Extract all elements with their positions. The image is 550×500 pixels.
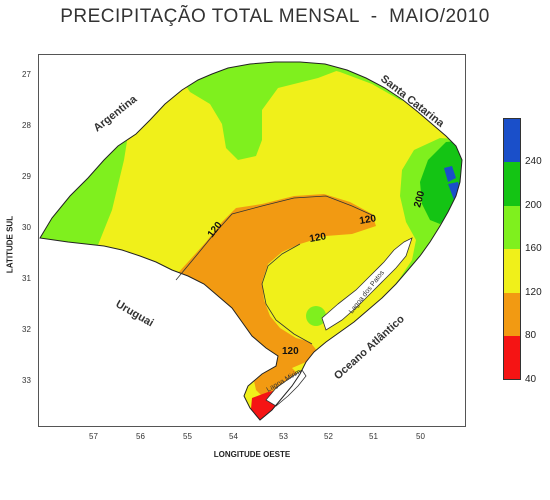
zone-240-north <box>444 166 456 182</box>
x-tick-57: 57 <box>89 432 98 441</box>
legend-label-240: 240 <box>525 156 542 167</box>
y-tick-27: 27 <box>22 70 31 79</box>
lagoa-mirim <box>265 369 307 407</box>
legend-label-120: 120 <box>525 287 542 298</box>
x-axis-label: LONGITUDE OESTE <box>213 450 291 459</box>
legend-swatch-80-120 <box>504 249 520 293</box>
contour-120-north <box>175 195 375 281</box>
legend-swatch-200-240 <box>504 119 520 162</box>
x-tick-54: 54 <box>229 432 238 441</box>
legend-label-160: 160 <box>525 243 542 254</box>
zone-160-200-spot <box>306 306 326 326</box>
legend-label-200: 200 <box>525 200 542 211</box>
zone-160-200-north <box>182 62 360 160</box>
legend-label-80: 80 <box>525 330 537 341</box>
y-tick-28: 28 <box>22 121 31 130</box>
label-argentina: Argentina <box>91 93 140 135</box>
x-tick-53: 53 <box>279 432 288 441</box>
x-tick-52: 52 <box>324 432 333 441</box>
contour-label-120-east: 120 <box>359 213 378 227</box>
legend-label-40: 40 <box>525 374 537 385</box>
y-tick-33: 33 <box>22 376 31 385</box>
map-title: PRECIPITAÇÃO TOTAL MENSAL - MAIO/2010 <box>60 6 490 27</box>
zone-80-120 <box>168 194 376 404</box>
contour-label-200: 200 <box>412 189 427 208</box>
y-tick-29: 29 <box>22 172 31 181</box>
legend-swatch-120-160 <box>504 206 520 249</box>
legend-swatch-0-40 <box>504 336 520 379</box>
y-tick-30: 30 <box>22 223 31 232</box>
y-tick-31: 31 <box>22 274 31 283</box>
y-tick-32: 32 <box>22 325 31 334</box>
map-frame <box>38 54 466 427</box>
label-uruguai: Uruguai <box>114 298 156 329</box>
legend-scale <box>503 118 521 380</box>
contour-120-south <box>261 243 313 345</box>
lagoa-dos-patos <box>321 237 413 331</box>
legend-swatch-160-200 <box>504 162 520 206</box>
x-tick-50: 50 <box>416 432 425 441</box>
x-tick-55: 55 <box>183 432 192 441</box>
zone-200-240-east <box>420 140 462 224</box>
state-outline <box>39 61 463 421</box>
x-tick-51: 51 <box>369 432 378 441</box>
x-tick-56: 56 <box>136 432 145 441</box>
contour-label-120-south: 120 <box>282 346 299 357</box>
legend-swatch-40-80 <box>504 293 520 336</box>
contour-label-120-center: 120 <box>309 231 328 245</box>
